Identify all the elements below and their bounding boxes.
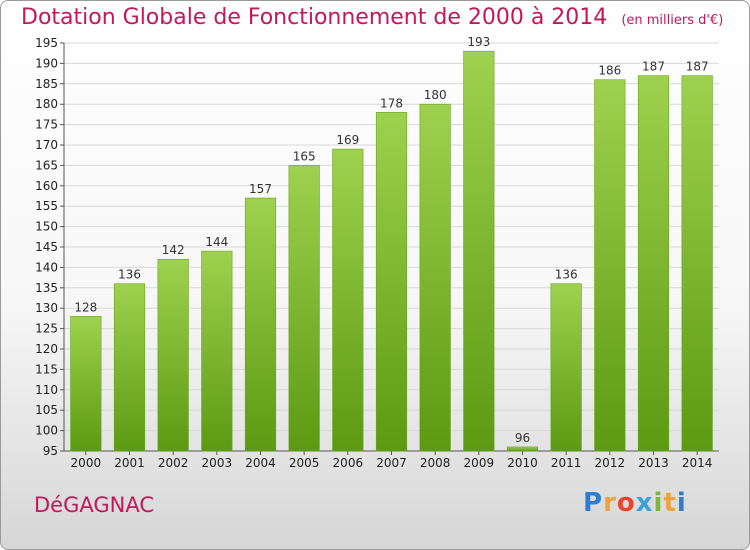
bar-2004 <box>244 197 277 452</box>
x-tick-label-2001: 2001 <box>114 456 145 470</box>
bar-2002 <box>157 258 189 452</box>
bar-2000 <box>70 316 102 452</box>
x-tick-label-2000: 2000 <box>71 456 102 470</box>
value-label-2011: 136 <box>555 268 578 282</box>
value-label-2000: 128 <box>74 300 97 314</box>
x-tick-label-2002: 2002 <box>158 456 189 470</box>
y-tick-label: 100 <box>35 424 58 438</box>
bar-2008 <box>419 103 451 452</box>
y-tick-label: 180 <box>35 97 58 111</box>
value-label-2008: 180 <box>424 88 447 102</box>
x-tick-label-2005: 2005 <box>289 456 320 470</box>
y-tick-label: 195 <box>35 36 58 50</box>
bars: 128 136 142 144 157 165 169 178 180 193 96 136 186 18… <box>70 35 713 452</box>
value-label-2009: 193 <box>467 35 490 49</box>
y-tick-label: 130 <box>35 301 58 315</box>
chart-title: Dotation Globale de Fonctionnement de 20… <box>21 5 608 30</box>
value-label-2004: 157 <box>249 182 272 196</box>
logo-letter: t <box>663 488 677 518</box>
y-tick-label: 145 <box>35 240 58 254</box>
value-label-2007: 178 <box>380 96 403 110</box>
value-label-2010: 96 <box>515 431 530 445</box>
logo-letter: o <box>616 488 636 518</box>
value-label-2013: 187 <box>642 60 665 74</box>
bar-2001 <box>113 283 146 452</box>
x-tick-label-2006: 2006 <box>333 456 364 470</box>
y-tick-label: 175 <box>35 118 58 132</box>
value-label-2005: 165 <box>293 149 316 163</box>
chart-unit: (en milliers d'€) <box>621 13 724 28</box>
y-tick-label: 140 <box>35 260 58 274</box>
y-tick-label: 170 <box>35 138 58 152</box>
logo-letter: x <box>635 488 654 518</box>
bar-2009 <box>463 50 495 452</box>
y-tick-label: 125 <box>35 322 58 336</box>
x-tick-label-2014: 2014 <box>682 456 713 470</box>
y-tick-label: 190 <box>35 56 58 70</box>
value-label-2012: 186 <box>598 64 621 78</box>
value-label-2003: 144 <box>205 235 228 249</box>
y-tick-label: 105 <box>35 403 58 417</box>
y-tick-label: 185 <box>35 77 58 91</box>
x-tick-label-2013: 2013 <box>638 456 669 470</box>
commune-name: DéGAGNAC <box>34 493 155 517</box>
bar-2007 <box>375 112 408 452</box>
x-tick-label-2008: 2008 <box>420 456 451 470</box>
bar-2006 <box>332 148 364 452</box>
y-tick-label: 120 <box>35 342 58 356</box>
y-tick-label: 160 <box>35 179 58 193</box>
bar-2012 <box>594 79 626 452</box>
y-tick-label: 95 <box>43 444 58 458</box>
x-tick-label-2003: 2003 <box>202 456 233 470</box>
y-tick-label: 165 <box>35 158 58 172</box>
value-label-2001: 136 <box>118 268 141 282</box>
value-label-2014: 187 <box>686 60 709 74</box>
value-label-2002: 142 <box>162 243 185 257</box>
x-tick-label-2012: 2012 <box>595 456 626 470</box>
y-tick-label: 135 <box>35 281 58 295</box>
x-tick-label-2007: 2007 <box>376 456 407 470</box>
logo-letter: i <box>653 488 664 518</box>
proxiti-logo[interactable]: Proxiti <box>583 488 687 518</box>
y-tick-label: 115 <box>35 362 58 376</box>
value-label-2006: 169 <box>336 133 359 147</box>
bar-2011 <box>550 283 582 452</box>
y-tick-label: 150 <box>35 220 58 234</box>
y-tick-label: 110 <box>35 383 58 397</box>
x-tick-label-2011: 2011 <box>551 456 582 470</box>
bar-2014 <box>681 75 713 452</box>
logo-letter: r <box>603 488 617 518</box>
bar-2010 <box>506 446 539 452</box>
x-tick-label-2009: 2009 <box>464 456 495 470</box>
bar-2013 <box>637 75 670 452</box>
chart-title-block: Dotation Globale de Fonctionnement de 20… <box>21 5 723 30</box>
logo-letter: P <box>583 488 604 518</box>
logo-letter: i <box>676 488 687 518</box>
x-tick-label-2004: 2004 <box>245 456 276 470</box>
bar-2005 <box>288 165 320 452</box>
x-tick-label-2010: 2010 <box>507 456 538 470</box>
bar-2003 <box>201 250 233 452</box>
y-tick-label: 155 <box>35 199 58 213</box>
